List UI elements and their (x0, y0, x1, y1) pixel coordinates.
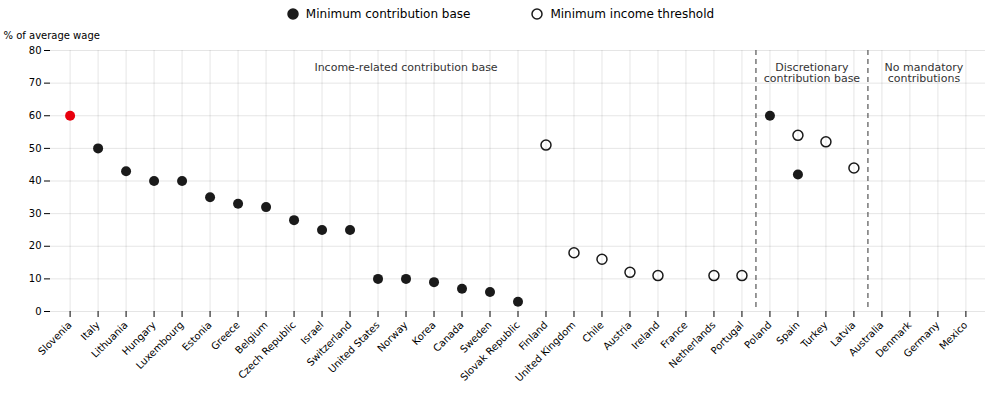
svg-text:Netherlands: Netherlands (667, 319, 718, 370)
svg-text:Belgium: Belgium (233, 319, 270, 356)
svg-text:Australia: Australia (846, 319, 886, 359)
svg-text:10: 10 (29, 273, 42, 284)
svg-text:United States: United States (326, 319, 382, 375)
svg-text:Israel: Israel (298, 319, 326, 347)
svg-text:Ireland: Ireland (629, 319, 661, 351)
svg-text:Switzerland: Switzerland (304, 319, 354, 369)
svg-text:Sweden: Sweden (458, 319, 494, 355)
svg-text:Greece: Greece (208, 319, 242, 353)
svg-text:Lithuania: Lithuania (89, 319, 130, 360)
svg-text:United Kingdom: United Kingdom (513, 319, 578, 384)
svg-text:Korea: Korea (409, 319, 438, 348)
svg-text:50: 50 (29, 143, 42, 154)
svg-text:40: 40 (29, 175, 42, 186)
svg-text:0: 0 (35, 306, 41, 317)
svg-text:Luxembourg: Luxembourg (134, 319, 186, 371)
html-text:Minimum contribution base: Minimum contribution base (305, 7, 471, 21)
svg-text:Hungary: Hungary (119, 319, 158, 358)
svg-text:Spain: Spain (774, 319, 802, 347)
svg-text:80: 80 (29, 45, 42, 56)
svg-text:60: 60 (29, 110, 42, 121)
svg-text:Turkey: Turkey (798, 319, 830, 351)
html-text:Minimum income threshold: Minimum income threshold (550, 7, 715, 21)
svg-text:Italy: Italy (79, 319, 102, 342)
svg-text:Slovak Republic: Slovak Republic (458, 319, 522, 383)
svg-text:20: 20 (29, 240, 42, 251)
svg-text:Canada: Canada (431, 319, 466, 354)
svg-text:Denmark: Denmark (873, 319, 914, 360)
svg-text:Income-related contribution ba: Income-related contribution base (314, 61, 497, 74)
svg-text:Discretionarycontribution base: Discretionarycontribution base (764, 61, 861, 85)
svg-text:France: France (658, 319, 690, 351)
svg-text:70: 70 (29, 77, 42, 88)
svg-text:Chile: Chile (580, 319, 605, 344)
svg-text:% of average wage: % of average wage (4, 30, 100, 41)
svg-text:Finland: Finland (516, 319, 550, 353)
svg-text:Slovenia: Slovenia (36, 319, 74, 357)
svg-text:Mexico: Mexico (937, 319, 969, 351)
svg-text:Czech Republic: Czech Republic (236, 319, 298, 381)
svg-text:No mandatorycontributions: No mandatorycontributions (885, 61, 964, 85)
svg-text:Poland: Poland (742, 319, 773, 350)
svg-text:Austria: Austria (601, 319, 634, 352)
svg-text:30: 30 (29, 208, 42, 219)
svg-text:Estonia: Estonia (180, 319, 214, 353)
svg-text:Portugal: Portugal (709, 319, 746, 356)
svg-text:Germany: Germany (901, 319, 941, 359)
svg-text:Latvia: Latvia (828, 319, 858, 349)
svg-text:Norway: Norway (375, 319, 410, 354)
